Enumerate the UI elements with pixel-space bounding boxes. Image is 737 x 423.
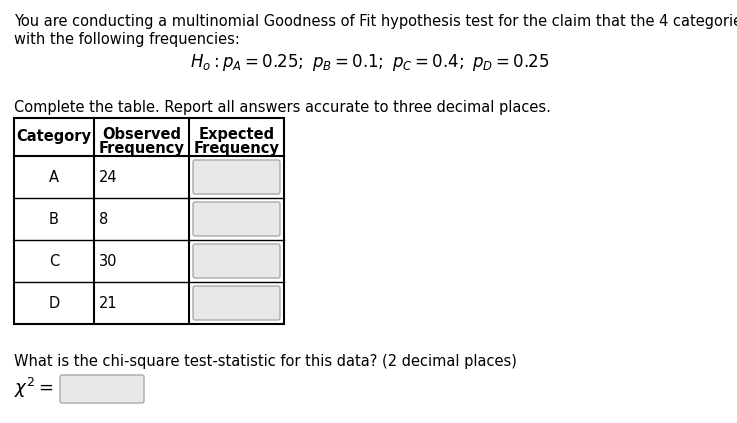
Text: 30: 30 <box>99 253 117 269</box>
Text: What is the chi-square test-statistic for this data? (2 decimal places): What is the chi-square test-statistic fo… <box>14 354 517 369</box>
Text: D: D <box>49 296 60 310</box>
Text: Frequency: Frequency <box>194 141 279 156</box>
FancyBboxPatch shape <box>193 160 280 194</box>
Text: A: A <box>49 170 59 184</box>
Text: B: B <box>49 212 59 226</box>
Text: You are conducting a multinomial Goodness of Fit hypothesis test for the claim t: You are conducting a multinomial Goodnes… <box>14 14 737 29</box>
Text: 21: 21 <box>99 296 118 310</box>
Text: Observed: Observed <box>102 127 181 142</box>
Text: Frequency: Frequency <box>99 141 184 156</box>
FancyBboxPatch shape <box>193 202 280 236</box>
FancyBboxPatch shape <box>60 375 144 403</box>
Text: Category: Category <box>16 129 91 145</box>
Bar <box>14 118 284 324</box>
Text: 24: 24 <box>99 170 118 184</box>
FancyBboxPatch shape <box>193 244 280 278</box>
Text: 8: 8 <box>99 212 108 226</box>
Text: $H_o : p_A = 0.25; \ p_B = 0.1; \ p_C = 0.4; \ p_D = 0.25$: $H_o : p_A = 0.25; \ p_B = 0.1; \ p_C = … <box>190 52 550 73</box>
Text: with the following frequencies:: with the following frequencies: <box>14 32 240 47</box>
Text: Complete the table. Report all answers accurate to three decimal places.: Complete the table. Report all answers a… <box>14 100 551 115</box>
FancyBboxPatch shape <box>193 286 280 320</box>
Text: Expected: Expected <box>198 127 275 142</box>
Text: $\chi^2 =$: $\chi^2 =$ <box>14 376 53 400</box>
Text: C: C <box>49 253 59 269</box>
